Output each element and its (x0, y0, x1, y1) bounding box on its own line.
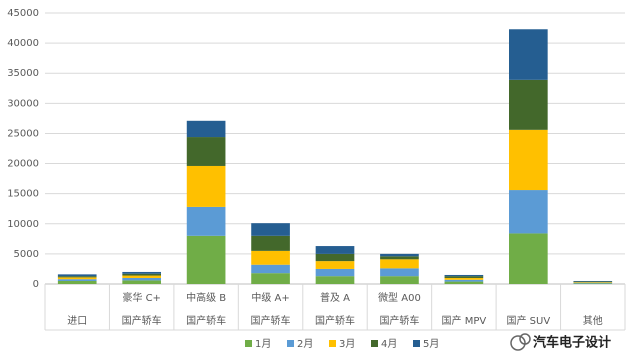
legend-label: 4月 (381, 338, 397, 350)
bar-segment (315, 253, 355, 262)
legend-swatch (287, 340, 294, 347)
watermark-icon (510, 333, 531, 351)
bar-segment (573, 283, 613, 284)
bar-segment (57, 276, 97, 278)
bar-segment (57, 279, 97, 281)
bar-segment (380, 253, 419, 257)
y-tick-label: 0 (33, 279, 39, 290)
bar-segment (380, 268, 419, 277)
bar-segment (251, 273, 290, 284)
bar-segment (573, 281, 613, 283)
bar-segment (122, 273, 161, 276)
bar-segment (315, 261, 355, 269)
y-tick-label: 25000 (7, 128, 39, 139)
y-tick-label: 5000 (14, 249, 39, 260)
x-tick-label: 中级 A+ (251, 291, 289, 304)
y-tick-label: 30000 (7, 98, 39, 109)
bar-segment (186, 120, 226, 138)
x-tick-label: 其他 (583, 314, 603, 327)
bar-segment (380, 256, 419, 260)
x-group-label: 国产轿车 (186, 314, 226, 327)
bar-segment (444, 281, 484, 284)
x-group-label: 国产轿车 (379, 314, 419, 327)
bar-segment (444, 277, 484, 280)
bar-segment (251, 235, 290, 251)
legend-label: 3月 (339, 338, 355, 350)
y-tick-label: 20000 (7, 159, 39, 170)
bar-segment (315, 276, 355, 284)
watermark: 汽车电子设计 (533, 335, 611, 351)
x-tick-label: 微型 A00 (378, 291, 421, 304)
y-tick-label: 40000 (7, 38, 39, 49)
legend-label: 5月 (423, 338, 439, 350)
x-group-label: 国产轿车 (315, 314, 355, 327)
x-tick-label: 国产 SUV (506, 314, 550, 327)
bar-segment (444, 274, 484, 277)
legend-swatch (371, 340, 378, 347)
bar-segment (186, 206, 226, 236)
x-tick-label: 普及 A (320, 291, 350, 304)
bar-segment (509, 79, 548, 130)
legend-label: 2月 (297, 338, 313, 350)
bar-segment (122, 280, 161, 284)
bar-segment (380, 259, 419, 269)
y-tick-label: 35000 (7, 68, 39, 79)
legend-swatch (245, 340, 252, 347)
bar-segment (380, 276, 419, 284)
bar-segment (251, 264, 290, 274)
bar-segment (122, 277, 161, 281)
x-group-label: 国产轿车 (122, 314, 162, 327)
bar-segment (57, 280, 97, 284)
bar-segment (444, 279, 484, 282)
bar-segment (509, 29, 548, 80)
bar-segment (509, 190, 548, 234)
bar-segment (122, 275, 161, 278)
x-tick-label: 国产 MPV (442, 314, 487, 327)
bar-segment (186, 137, 226, 166)
bar-segment (57, 277, 97, 280)
bar-segment (509, 233, 548, 284)
bar-segment (573, 282, 613, 284)
y-tick-label: 15000 (7, 189, 39, 200)
bar-segment (186, 165, 226, 207)
x-tick-label: 豪华 C+ (122, 291, 161, 304)
bar-segment (122, 271, 161, 274)
bar-segment (573, 282, 613, 283)
x-group-label: 国产轿车 (251, 314, 291, 327)
bar-segment (509, 129, 548, 191)
legend-swatch (329, 340, 336, 347)
y-tick-label: 45000 (7, 8, 39, 19)
bar-segment (444, 276, 484, 278)
x-tick-label: 中高级 B (186, 291, 226, 304)
bar-segment (315, 246, 355, 254)
bar-segment (315, 268, 355, 277)
bar-segment (57, 274, 97, 277)
bar-segment (573, 280, 613, 282)
bar-segment (186, 235, 226, 284)
bar-segment (251, 250, 290, 265)
legend-label: 1月 (255, 338, 271, 350)
bar-segment (251, 223, 290, 236)
y-tick-label: 10000 (7, 219, 39, 230)
legend-swatch (413, 340, 420, 347)
x-tick-label: 进口 (67, 315, 87, 327)
